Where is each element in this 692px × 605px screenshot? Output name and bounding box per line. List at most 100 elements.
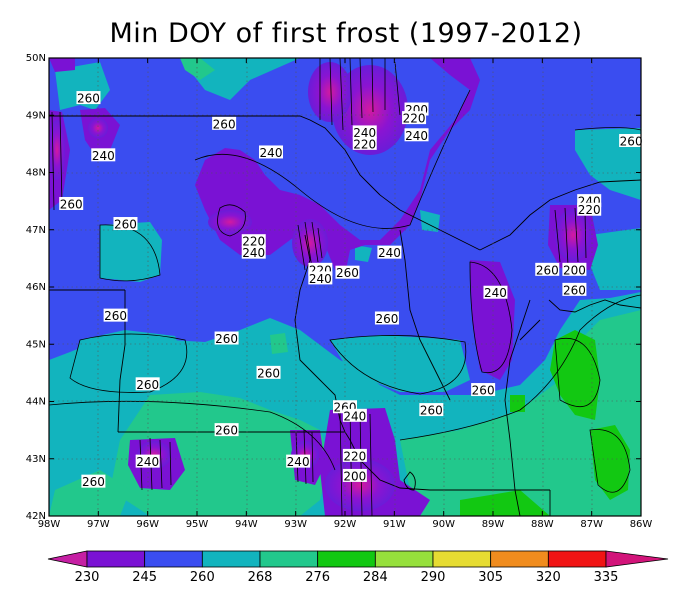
colorbar-tick-label: 260: [190, 570, 215, 585]
contour-label-bg: [214, 423, 239, 437]
contour-label-text: 240: [484, 286, 507, 300]
x-tick-label: 94W: [235, 519, 258, 530]
contour-label-text: 240: [92, 149, 115, 163]
contour-label-bg: [286, 454, 311, 468]
contour-label: 240: [241, 245, 266, 260]
contour-label-text: 260: [257, 366, 280, 380]
x-tick-label: 97W: [87, 519, 110, 530]
contour-label: 240: [404, 128, 429, 143]
colorbar-segment: [547, 550, 607, 568]
contour-label: 260: [535, 262, 560, 277]
contour-label-bg: [135, 377, 160, 391]
colorbar-segment: [201, 550, 261, 568]
contour-label-text: 240: [378, 246, 401, 260]
contour-label: 220: [241, 234, 266, 249]
contour-label: 220: [342, 448, 367, 463]
x-tick-label: 88W: [531, 519, 554, 530]
contour-label-bg: [256, 365, 281, 379]
contour-label-text: 260: [82, 475, 105, 489]
contour-label: 260: [419, 403, 444, 418]
colorbar-tick-label: 276: [305, 570, 330, 585]
contour-label-bg: [308, 271, 333, 285]
contour-label: 260: [214, 423, 239, 438]
x-tick-label: 98W: [38, 519, 61, 530]
y-tick-label: 43N: [26, 454, 46, 465]
colorbar-tick-label: 245: [132, 570, 157, 585]
y-tick-label: 42N: [26, 511, 46, 522]
contour-label-text: 260: [77, 92, 100, 106]
contour-label-text: 220: [353, 137, 376, 151]
contour-label-text: 260: [536, 263, 559, 277]
contour-label: 260: [214, 331, 239, 346]
contour-label-text: 240: [353, 126, 376, 140]
contour-label: 260: [103, 308, 128, 323]
contour-label: 240: [259, 145, 283, 160]
contour-label-bg: [377, 245, 402, 259]
contour-label: 260: [471, 383, 496, 398]
contour-label-bg: [342, 468, 367, 482]
contour-label-text: 260: [472, 384, 495, 398]
x-tick-label: 90W: [432, 519, 455, 530]
contour-label-text: 220: [343, 449, 366, 463]
map-title: Min DOY of first frost (1997-2012): [109, 18, 583, 49]
x-tick-label: 93W: [284, 519, 307, 530]
contour-label-text: 240: [287, 455, 310, 469]
contour-label: 260: [81, 474, 106, 489]
contour-label: 200: [562, 262, 587, 277]
x-tick-label: 96W: [136, 519, 159, 530]
contour-label: 240: [135, 454, 160, 469]
contour-label-text: 260: [213, 117, 236, 131]
y-tick-label: 46N: [26, 282, 46, 293]
contour-label-text: 260: [336, 266, 359, 280]
y-axis: 50N 49N 48N 47N 46N 45N 44N 43N 42N: [26, 53, 641, 522]
y-tick-label: 47N: [26, 225, 46, 236]
contour-label: 240: [352, 125, 377, 140]
contour-label-bg: [135, 454, 160, 468]
x-tick-label: 86W: [630, 519, 653, 530]
colorbar-upper-extend: [605, 550, 669, 568]
y-tick-label: 49N: [26, 110, 46, 121]
x-tick-label: 89W: [482, 519, 505, 530]
contour-label-bg: [562, 282, 587, 296]
contour-label-text: 220: [242, 235, 265, 249]
contour-label-bg: [352, 125, 377, 139]
contour-label: 240: [286, 454, 311, 469]
contour-label-text: 200: [343, 469, 366, 483]
contour-label-bg: [342, 448, 367, 462]
contour-label: 260: [59, 196, 84, 211]
contour-label-bg: [419, 403, 444, 417]
contour-label: 240: [308, 271, 333, 286]
colorbar-segment: [317, 550, 376, 568]
contour-label: 220: [577, 202, 602, 217]
colorbar-tick-label: 320: [536, 570, 561, 585]
contour-label-bg: [91, 148, 116, 162]
political-boundaries: [49, 115, 641, 516]
contour-label-bg: [212, 116, 237, 130]
contour-label-text: 260: [620, 135, 643, 149]
x-tick-label: 87W: [580, 519, 603, 530]
x-tick-label: 91W: [383, 519, 406, 530]
colorbar-tick-label: 335: [594, 570, 619, 585]
colorbar-segment: [374, 550, 434, 568]
contour-label-text: 240: [343, 409, 366, 423]
contour-label: 240: [342, 408, 367, 423]
colorbar-segment: [259, 550, 319, 568]
contour-label-bg: [241, 234, 266, 248]
colorbar-tick-label: 230: [75, 570, 100, 585]
contour-label-bg: [214, 331, 239, 345]
contour-label-text: 260: [114, 218, 137, 232]
contour-label: 260: [562, 282, 587, 297]
y-tick-label: 48N: [26, 168, 46, 179]
contour-label: 260: [212, 116, 237, 131]
colorbar-tick-label: 290: [421, 570, 446, 585]
contour-label: 260: [619, 134, 644, 149]
contour-label-bg: [402, 111, 427, 125]
x-tick-label: 92W: [334, 519, 357, 530]
contour-label: 240: [91, 148, 116, 163]
contour-label-bg: [81, 474, 106, 488]
contour-label: 220: [352, 136, 377, 151]
contour-label-bg: [577, 202, 602, 216]
contour-label-text: 260: [420, 404, 443, 418]
contour-label-text: 260: [215, 332, 238, 346]
